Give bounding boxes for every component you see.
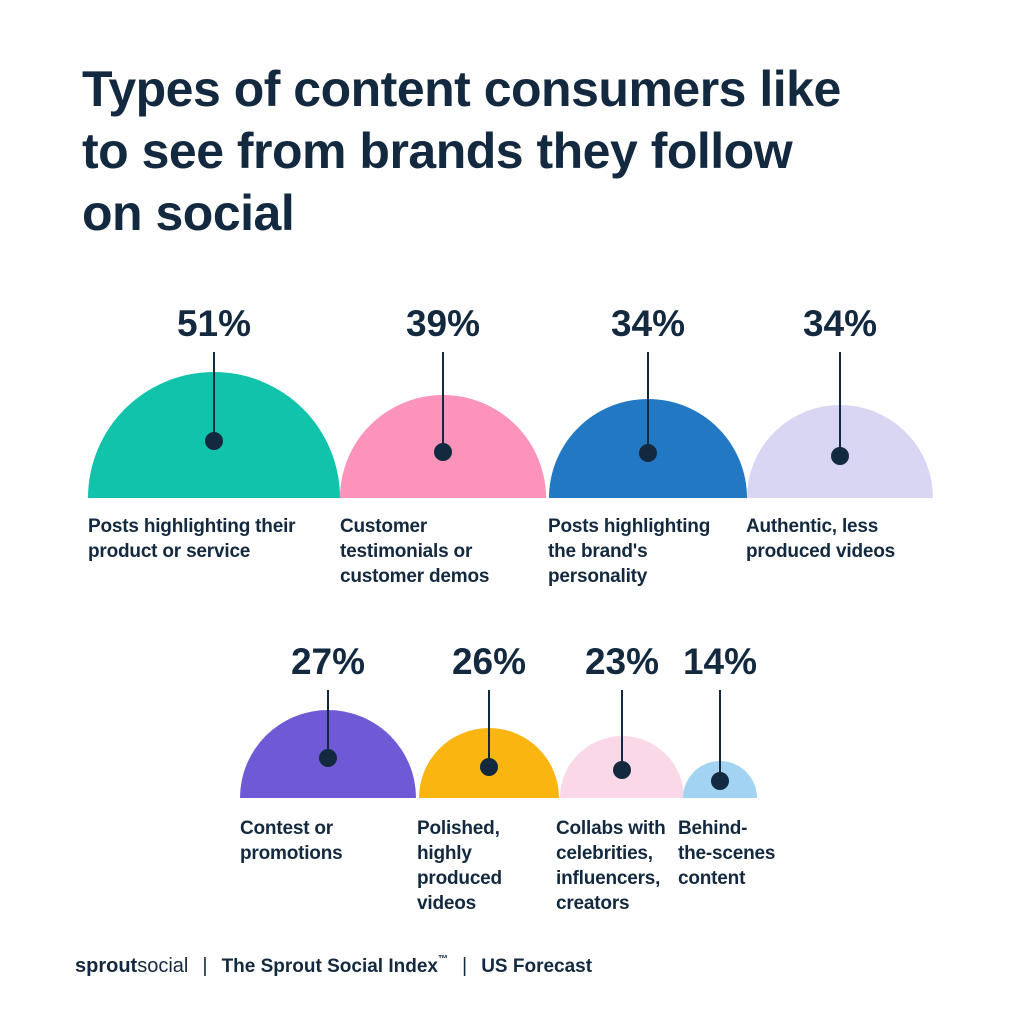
value-dot: [613, 761, 631, 780]
logo-sprout-text: sprout: [75, 955, 138, 977]
value-line: [442, 352, 444, 452]
value-dot: [480, 757, 498, 776]
value-dot: [711, 772, 729, 791]
value-line: [488, 690, 490, 767]
category-label: Collabs with celebrities, influencers, c…: [556, 818, 666, 914]
percent-label: 27%: [290, 641, 366, 682]
logo-social-text: social: [137, 955, 189, 977]
percent-label: 39%: [405, 303, 481, 344]
category-label: Customer testimonials or customer demos: [340, 516, 490, 587]
value-line: [839, 352, 841, 457]
value-dot: [831, 447, 849, 466]
sprout-social-logo: sproutsocial: [75, 952, 188, 980]
footer-forecast-label: US Forecast: [481, 956, 593, 977]
category-label: Authentic, less produced videos: [746, 516, 896, 562]
value-line: [647, 352, 649, 454]
value-line: [213, 352, 215, 442]
percent-label: 23%: [584, 641, 660, 682]
footer-index-label: The Sprout Social Index™: [221, 954, 448, 977]
category-label: Contest or promotions: [240, 818, 343, 864]
value-line: [719, 690, 721, 782]
percent-label: 51%: [176, 303, 252, 344]
category-label: Polished, highly produced videos: [417, 818, 502, 914]
value-dot: [639, 444, 657, 463]
percent-label: 34%: [610, 303, 686, 344]
percent-label: 26%: [451, 641, 527, 682]
percent-label: 34%: [802, 303, 878, 344]
category-label: Posts highlighting their product or serv…: [88, 516, 296, 562]
value-dot: [205, 432, 223, 451]
category-label: Behind- the-scenes content: [678, 818, 776, 889]
value-line: [621, 690, 623, 771]
category-label: Posts highlighting the brand's personali…: [548, 516, 711, 587]
percent-label: 14%: [682, 641, 758, 682]
footer-separator: |: [202, 955, 208, 977]
trademark-symbol: ™: [437, 954, 448, 965]
footer-separator: |: [461, 955, 468, 977]
value-dot: [319, 749, 337, 768]
footer: sproutsocial | The Sprout Social Index™ …: [75, 952, 592, 981]
value-dot: [434, 442, 452, 461]
page-title: Types of content consumers like to see f…: [82, 61, 841, 241]
value-line: [327, 690, 329, 759]
